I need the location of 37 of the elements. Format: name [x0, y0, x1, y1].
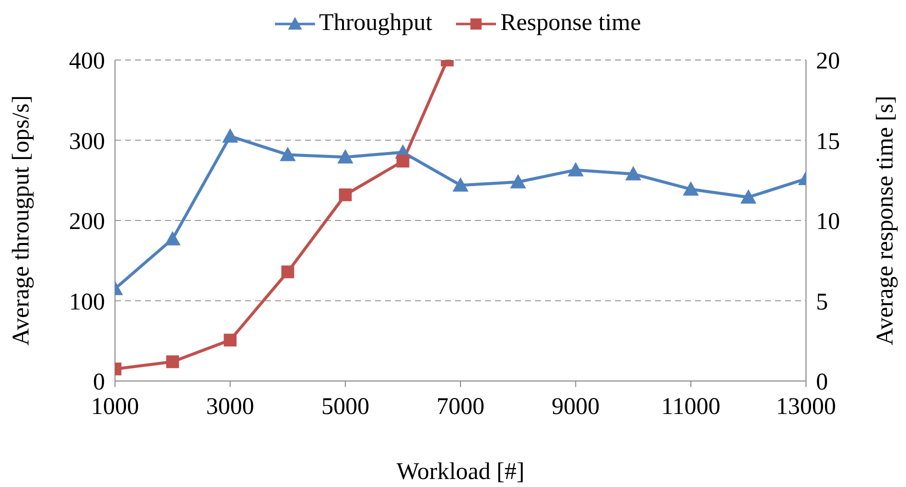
point [510, 174, 526, 188]
y-tick-label: 400 [69, 48, 105, 75]
point [452, 177, 468, 192]
y-tick-label: 200 [69, 209, 105, 236]
point [337, 149, 354, 164]
y2-tick-label: 10 [816, 209, 840, 236]
y-tick-label: 300 [69, 128, 105, 155]
point [166, 355, 179, 368]
point [164, 230, 181, 246]
point [682, 181, 699, 196]
point [224, 334, 237, 346]
y-tick-label: 0 [93, 370, 105, 396]
y-tick-label: 100 [69, 289, 105, 316]
point [625, 166, 642, 180]
legend-label: Throughput [319, 10, 432, 37]
point [222, 128, 238, 143]
y2-tick-label: 0 [816, 370, 828, 396]
y2-axis-title: Average response time [s] [872, 96, 899, 346]
legend-label: Response time [500, 10, 641, 37]
x-tick-label: 11000 [661, 394, 720, 420]
y-axis-title: Average througput [ops/s] [8, 95, 35, 346]
point [396, 154, 410, 168]
x-axis-title: Workload [#] [396, 459, 525, 485]
x-tick-label: 3000 [206, 394, 254, 420]
y2-tick-label: 15 [816, 128, 840, 155]
x-tick-label: 13000 [776, 394, 836, 420]
point [281, 265, 294, 278]
point [338, 188, 352, 202]
point [280, 146, 296, 162]
point [740, 189, 756, 204]
x-tick-label: 7000 [436, 394, 484, 420]
point [568, 162, 584, 176]
x-tick-label: 5000 [321, 394, 370, 420]
y2-tick-label: 5 [816, 289, 828, 316]
x-tick-label: 9000 [552, 394, 600, 420]
x-tick-label: 1000 [91, 394, 139, 420]
y2-tick-label: 20 [816, 48, 840, 75]
